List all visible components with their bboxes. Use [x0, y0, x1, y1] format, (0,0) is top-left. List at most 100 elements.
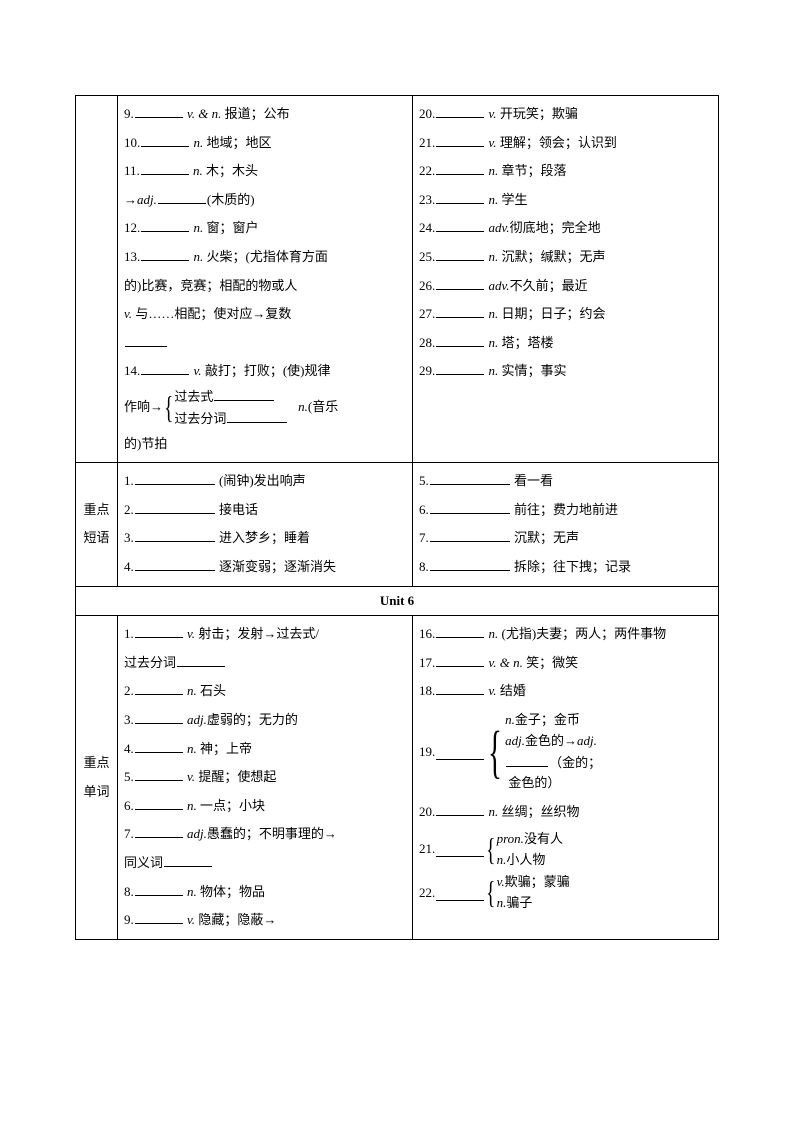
item-num: 5.: [124, 769, 134, 784]
section-2-row: 重点 短语 1. (闹钟)发出响声 2. 接电话 3. 进入梦乡；睡着 4. 逐…: [76, 463, 719, 586]
def: 接电话: [216, 502, 258, 517]
pos: v. & n.: [187, 106, 221, 121]
pos: v.: [187, 912, 195, 927]
def: 石头: [197, 683, 226, 698]
section-1-right: 20. v. 开玩笑；欺骗 21. v. 理解；领会；认识到 22. n. 章节…: [413, 96, 719, 463]
item-num: 23.: [419, 192, 435, 207]
item-num: 10.: [124, 135, 140, 150]
pos: n.: [187, 884, 197, 899]
item-num: 2.: [124, 683, 134, 698]
section-2-left: 1. (闹钟)发出响声 2. 接电话 3. 进入梦乡；睡着 4. 逐渐变弱；逐渐…: [118, 463, 413, 586]
label-text: 单词: [83, 784, 109, 799]
def: 愚蠢的；不明事理的→: [207, 826, 337, 841]
item-num: 24.: [419, 220, 435, 235]
section-1-label: [76, 96, 118, 463]
pos: n.: [193, 163, 203, 178]
brace-group: { v.欺骗；蒙骗 n.骗子: [485, 872, 569, 914]
def: 神；上帝: [197, 741, 252, 756]
item-num: 4.: [124, 559, 134, 574]
section-3-left: 1. v. 射击；发射→过去式/ 过去分词 2. n. 石头 3. adj.虚弱…: [118, 616, 413, 940]
worksheet-page: 9. v. & n. 报道；公布 10. n. 地域；地区 11. n. 木；木…: [0, 0, 794, 1123]
def: 火柴；(尤指体育方面: [203, 249, 328, 264]
def: 木；木头: [203, 163, 258, 178]
pos: v.: [489, 135, 497, 150]
pos: n.: [497, 852, 507, 867]
def: 实情；事实: [498, 363, 566, 378]
item-num: 26.: [419, 278, 435, 293]
item-num: 21.: [419, 835, 435, 864]
def: 彻底地；完全地: [510, 220, 601, 235]
pos: pron.: [497, 831, 524, 846]
def: 欺骗；蒙骗: [505, 874, 570, 889]
item-num: 22.: [419, 163, 435, 178]
item-num: 20.: [419, 804, 435, 819]
item-num: 1.: [124, 473, 134, 488]
prefix: 作响→: [124, 393, 163, 422]
def: 看一看: [511, 473, 553, 488]
pos: v.: [497, 874, 505, 889]
def: 沉默；缄默；无声: [498, 249, 605, 264]
def: 日期；日子；约会: [498, 306, 605, 321]
def: 报道；公布: [221, 106, 289, 121]
item-num: 5.: [419, 473, 429, 488]
pos: v. & n.: [489, 655, 523, 670]
item-num: 7.: [124, 826, 134, 841]
def: 金色的→: [525, 733, 577, 748]
pos: v.: [187, 769, 195, 784]
section-1-left: 9. v. & n. 报道；公布 10. n. 地域；地区 11. n. 木；木…: [118, 96, 413, 463]
def: (音乐: [308, 393, 338, 422]
def: 逐渐变弱；逐渐消失: [216, 559, 336, 574]
item-num: 19.: [419, 738, 435, 767]
item-num: 25.: [419, 249, 435, 264]
def: 章节；段落: [498, 163, 566, 178]
section-3-right: 16. n. (尤指)夫妻；两人；两件事物 17. v. & n. 笑；微笑 1…: [413, 616, 719, 940]
pos: n.: [489, 249, 499, 264]
item-num: 20.: [419, 106, 435, 121]
def: 的)比赛，竞赛；相配的物或人: [124, 278, 297, 293]
pos: adj.: [577, 733, 597, 748]
def: 地域；地区: [203, 135, 271, 150]
def: 敲打；打败；(使)规律: [202, 363, 331, 378]
def: 拆除；往下拽；记录: [511, 559, 631, 574]
item-num: 3.: [124, 530, 134, 545]
main-table: 9. v. & n. 报道；公布 10. n. 地域；地区 11. n. 木；木…: [75, 95, 719, 940]
def: 一点；小块: [197, 798, 265, 813]
def: 笑；微笑: [523, 655, 578, 670]
pos: adj.: [187, 712, 207, 727]
def: 沉默；无声: [511, 530, 579, 545]
item-num: 18.: [419, 683, 435, 698]
def: 开玩笑；欺骗: [497, 106, 578, 121]
item-num: 9.: [124, 912, 134, 927]
def: 金色的）: [508, 775, 560, 790]
item-num: 8.: [419, 559, 429, 574]
item-num: 9.: [124, 106, 134, 121]
item-num: 21.: [419, 135, 435, 150]
item-num: 22.: [419, 879, 435, 908]
def: 小人物: [506, 852, 545, 867]
def: (闹钟)发出响声: [216, 473, 306, 488]
label-text: 短语: [83, 530, 109, 545]
item-num: 6.: [419, 502, 429, 517]
def: (尤指)夫妻；两人；两件事物: [498, 626, 666, 641]
pos: adj.: [187, 826, 207, 841]
item-num: 28.: [419, 335, 435, 350]
pos: n.: [187, 683, 197, 698]
def: 塔；塔楼: [498, 335, 553, 350]
pos: n.: [187, 741, 197, 756]
def: （金的；: [549, 755, 601, 770]
def: 过去分词: [124, 655, 176, 670]
item-num: 16.: [419, 626, 435, 641]
brace-group: { pron.没有人 n.小人物: [485, 829, 563, 871]
def: 与……相配；使对应→复数: [132, 306, 291, 321]
item-num: 1.: [124, 626, 134, 641]
item-num: 12.: [124, 220, 140, 235]
item-num: 4.: [124, 741, 134, 756]
pos: n.: [187, 798, 197, 813]
pos: n.: [489, 363, 499, 378]
def: 学生: [498, 192, 527, 207]
section-3-row: 重点 单词 1. v. 射击；发射→过去式/ 过去分词 2. n. 石头 3. …: [76, 616, 719, 940]
def: 结婚: [497, 683, 526, 698]
pos: v.: [187, 626, 195, 641]
pos: n.: [489, 335, 499, 350]
pos: n.: [489, 804, 499, 819]
